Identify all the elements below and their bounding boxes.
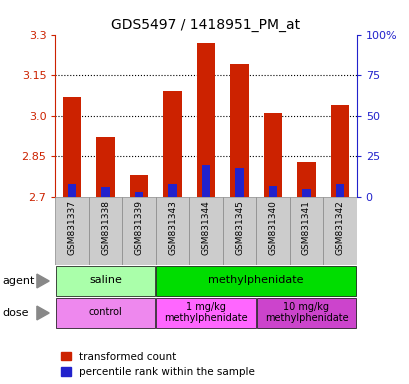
Text: agent: agent [2,276,34,286]
Bar [322,197,356,265]
Bar [68,184,76,197]
Text: 1 mg/kg
methylphenidate: 1 mg/kg methylphenidate [164,301,247,323]
Bar [63,97,81,197]
Text: GSM831338: GSM831338 [101,200,110,255]
Bar [201,164,210,197]
Text: saline: saline [89,275,122,285]
Bar [235,168,243,197]
Bar [289,197,322,265]
Bar [101,187,110,197]
Bar [55,197,89,265]
Bar [189,197,222,265]
Bar [301,189,310,197]
Legend: transformed count, percentile rank within the sample: transformed count, percentile rank withi… [61,352,254,377]
Bar [335,184,343,197]
Text: 10 mg/kg
methylphenidate: 10 mg/kg methylphenidate [264,301,347,323]
Bar [56,266,155,296]
Bar [130,175,148,197]
Bar [163,91,181,197]
Bar [168,184,176,197]
Bar [256,298,355,328]
Text: GSM831337: GSM831337 [67,200,76,255]
Text: GSM831343: GSM831343 [168,200,177,255]
Bar [256,197,289,265]
Text: GSM831340: GSM831340 [268,200,277,255]
Bar [297,162,315,197]
Bar [222,197,256,265]
Bar [330,105,348,197]
Bar [156,266,355,296]
Bar [89,197,122,265]
Text: GSM831342: GSM831342 [335,200,344,255]
Bar [268,185,276,197]
Text: GSM831345: GSM831345 [234,200,243,255]
Text: control: control [88,307,122,317]
Bar [56,298,155,328]
Bar [263,113,281,197]
Bar [135,192,143,197]
Text: methylphenidate: methylphenidate [208,275,303,285]
Text: GSM831339: GSM831339 [134,200,143,255]
Bar [122,197,155,265]
Bar [156,298,255,328]
Bar [155,197,189,265]
Bar [96,137,115,197]
Text: GSM831344: GSM831344 [201,200,210,255]
Bar [230,65,248,197]
Text: GSM831341: GSM831341 [301,200,310,255]
Bar [196,43,215,197]
Title: GDS5497 / 1418951_PM_at: GDS5497 / 1418951_PM_at [111,18,300,32]
Text: dose: dose [2,308,29,318]
